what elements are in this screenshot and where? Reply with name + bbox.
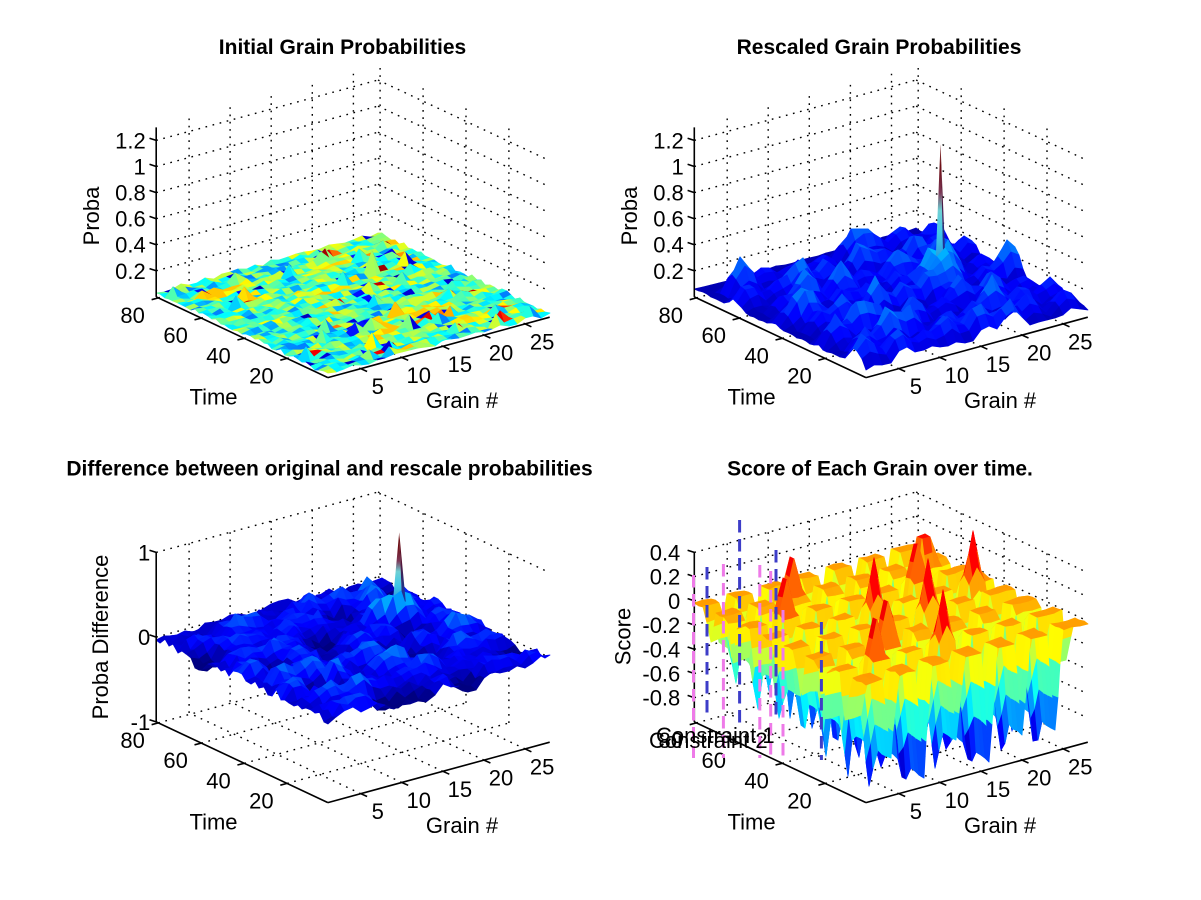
- svg-text:Time: Time: [728, 810, 776, 835]
- svg-text:10: 10: [945, 788, 969, 813]
- svg-text:40: 40: [206, 768, 230, 793]
- svg-text:5: 5: [372, 799, 384, 824]
- svg-text:5: 5: [910, 374, 922, 399]
- svg-text:25: 25: [1068, 754, 1092, 779]
- svg-text:-0.2: -0.2: [642, 613, 680, 638]
- svg-text:40: 40: [744, 768, 768, 793]
- svg-text:0.4: 0.4: [653, 233, 684, 258]
- svg-text:0.6: 0.6: [115, 207, 146, 232]
- svg-text:0.6: 0.6: [653, 207, 684, 232]
- svg-text:0.8: 0.8: [653, 181, 684, 206]
- svg-text:Proba: Proba: [79, 186, 104, 245]
- svg-text:0.4: 0.4: [115, 233, 146, 258]
- svg-text:10: 10: [407, 363, 431, 388]
- svg-text:40: 40: [206, 343, 230, 368]
- svg-text:10: 10: [407, 788, 431, 813]
- svg-text:1: 1: [138, 540, 150, 565]
- svg-text:80: 80: [658, 303, 682, 328]
- svg-text:60: 60: [163, 323, 187, 348]
- svg-text:15: 15: [448, 352, 472, 377]
- svg-text:Time: Time: [189, 385, 237, 410]
- svg-text:20: 20: [787, 363, 811, 388]
- svg-text:Grain #: Grain #: [964, 813, 1037, 838]
- svg-text:Grain #: Grain #: [964, 388, 1037, 413]
- svg-text:0: 0: [668, 589, 680, 614]
- svg-text:60: 60: [163, 748, 187, 773]
- svg-text:Proba Difference: Proba Difference: [88, 555, 113, 720]
- svg-text:25: 25: [530, 329, 554, 354]
- svg-text:-1: -1: [131, 710, 151, 735]
- svg-text:Time: Time: [728, 385, 776, 410]
- svg-text:20: 20: [1027, 341, 1051, 366]
- svg-text:-0.6: -0.6: [642, 662, 680, 687]
- svg-text:10: 10: [945, 363, 969, 388]
- svg-text:80: 80: [120, 303, 144, 328]
- svg-text:15: 15: [448, 777, 472, 802]
- svg-text:60: 60: [701, 323, 725, 348]
- svg-text:0.4: 0.4: [650, 540, 681, 565]
- svg-text:Grain #: Grain #: [426, 388, 499, 413]
- svg-text:-0.4: -0.4: [642, 637, 680, 662]
- svg-text:25: 25: [530, 754, 554, 779]
- svg-text:Proba: Proba: [617, 186, 642, 245]
- svg-text:Difference between original an: Difference between original and rescale …: [66, 458, 592, 481]
- svg-text:20: 20: [249, 788, 273, 813]
- svg-text:Score of Each Grain over time.: Score of Each Grain over time.: [727, 458, 1033, 481]
- svg-text:15: 15: [986, 777, 1010, 802]
- svg-text:20: 20: [489, 341, 513, 366]
- svg-text:-0.8: -0.8: [642, 686, 680, 711]
- svg-text:Initial Grain Probabilities: Initial Grain Probabilities: [219, 36, 466, 59]
- svg-text:0: 0: [138, 625, 150, 650]
- svg-text:Time: Time: [189, 810, 237, 835]
- svg-text:Constraint 2: Constraint 2: [649, 728, 768, 753]
- svg-text:1: 1: [133, 155, 145, 180]
- svg-text:0.2: 0.2: [650, 565, 681, 590]
- svg-text:Rescaled Grain Probabilities: Rescaled Grain Probabilities: [737, 36, 1022, 59]
- svg-text:40: 40: [744, 343, 768, 368]
- svg-text:20: 20: [787, 788, 811, 813]
- svg-text:80: 80: [658, 728, 682, 753]
- svg-text:1.2: 1.2: [115, 128, 146, 153]
- svg-text:Score: Score: [611, 608, 636, 665]
- svg-text:25: 25: [1068, 329, 1092, 354]
- svg-text:20: 20: [249, 363, 273, 388]
- svg-text:60: 60: [701, 748, 725, 773]
- svg-text:5: 5: [372, 374, 384, 399]
- svg-text:20: 20: [1027, 766, 1051, 791]
- svg-text:80: 80: [120, 728, 144, 753]
- svg-text:0.8: 0.8: [115, 181, 146, 206]
- svg-text:1: 1: [672, 155, 684, 180]
- svg-text:5: 5: [910, 799, 922, 824]
- svg-text:1.2: 1.2: [653, 128, 684, 153]
- svg-text:15: 15: [986, 352, 1010, 377]
- svg-text:0.2: 0.2: [653, 259, 684, 284]
- svg-text:20: 20: [489, 766, 513, 791]
- svg-text:Grain #: Grain #: [426, 813, 499, 838]
- svg-text:Constraint 1: Constraint 1: [656, 723, 775, 748]
- svg-text:0.2: 0.2: [115, 259, 146, 284]
